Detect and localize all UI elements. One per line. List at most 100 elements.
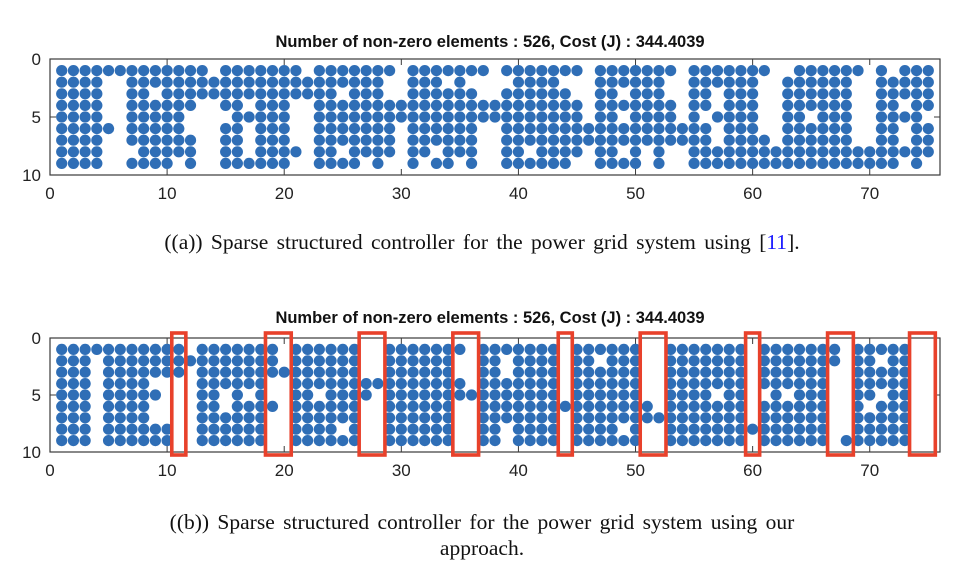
plot-b-nonzero-point <box>161 435 173 447</box>
plot-b-nonzero-point <box>899 378 911 390</box>
plot-b-nonzero-point <box>395 435 407 447</box>
plot-a-nonzero-point <box>442 123 454 135</box>
plot-a-nonzero-point <box>875 76 888 88</box>
plot-b-nonzero-point <box>196 389 208 401</box>
plot-a-nonzero-point <box>547 65 560 77</box>
plot-b-nonzero-point <box>325 400 337 412</box>
plot-b-nonzero-point <box>805 400 817 412</box>
plot-b-nonzero-point <box>852 435 864 447</box>
plot-b-nonzero-point <box>419 378 431 390</box>
plot-a-nonzero-point <box>512 134 525 146</box>
plot-a-nonzero-point <box>266 76 279 88</box>
citation-link[interactable]: 11 <box>766 230 788 254</box>
plot-b-nonzero-point <box>676 355 688 367</box>
plot-b-nonzero-point <box>395 389 407 401</box>
plot-a-nonzero-point <box>501 99 513 111</box>
plot-b-nonzero-point <box>419 423 431 435</box>
plot-b-nonzero-point <box>571 400 583 412</box>
plot-a-nonzero-point <box>348 123 361 135</box>
plot-b-nonzero-point <box>501 378 513 390</box>
plot-b-nonzero-point <box>138 423 150 435</box>
plot-b-nonzero-point <box>489 435 501 447</box>
plot-b-nonzero-point <box>875 412 888 424</box>
plot-b-nonzero-point <box>430 343 443 355</box>
plot-a-nonzero-point <box>782 76 794 88</box>
plot-a-nonzero-point <box>266 88 279 100</box>
plot-b-nonzero-point <box>126 435 138 447</box>
plot-b-nonzero-point <box>477 423 489 435</box>
plot-b-nonzero-point <box>313 412 325 424</box>
plot-b-nonzero-point <box>325 423 337 435</box>
plot-a-nonzero-point <box>325 134 337 146</box>
plot-a-nonzero-point <box>782 99 794 111</box>
plot-b-nonzero-point <box>700 366 712 378</box>
plot-b-nonzero-point <box>489 389 501 401</box>
plot-b-nonzero-point <box>676 400 688 412</box>
plot-a-nonzero-point <box>126 99 138 111</box>
plot-a-nonzero-point <box>372 134 384 146</box>
plot-b-nonzero-point <box>430 355 443 367</box>
plot-b-nonzero-point <box>255 400 267 412</box>
plot-b-nonzero-point <box>782 378 794 390</box>
plot-a-nonzero-point <box>899 146 911 158</box>
plot-b-nonzero-point <box>208 435 220 447</box>
plot-a-nonzero-point <box>325 76 337 88</box>
plot-b-nonzero-point <box>875 343 888 355</box>
plot-b-nonzero-point <box>348 412 361 424</box>
plot-b-nonzero-point <box>875 378 888 390</box>
plot-b-nonzero-point <box>407 423 419 435</box>
plot-a-nonzero-point <box>700 146 712 158</box>
plot-b-nonzero-point <box>67 378 80 390</box>
plot-b-nonzero-point <box>735 366 747 378</box>
plot-a-nonzero-point <box>278 123 290 135</box>
plot-a-nonzero-point <box>747 146 759 158</box>
plot-b-nonzero-point <box>594 366 606 378</box>
plot-b-nonzero-point <box>700 343 712 355</box>
plot-a-nonzero-point <box>419 88 431 100</box>
plot-a-xtick-label: 50 <box>626 184 645 203</box>
plot-a-nonzero-point <box>173 146 185 158</box>
plot-a-nonzero-point <box>278 146 290 158</box>
plot-a-nonzero-point <box>910 99 923 111</box>
plot-a-nonzero-point <box>606 99 618 111</box>
plot-a-nonzero-point <box>571 123 583 135</box>
plot-b-nonzero-point <box>290 412 302 424</box>
plot-a-nonzero-point <box>442 99 454 111</box>
plot-b-nonzero-point <box>723 389 735 401</box>
plot-b-nonzero-point <box>629 378 642 390</box>
plot-b-nonzero-point <box>583 400 595 412</box>
plot-a-nonzero-point <box>735 146 747 158</box>
plot-b-nonzero-point <box>102 400 115 412</box>
plot-b-nonzero-point <box>688 355 700 367</box>
plot-a-nonzero-point <box>747 134 759 146</box>
plot-a-nonzero-point <box>313 88 325 100</box>
plot-b-nonzero-point <box>161 355 173 367</box>
plot-b-nonzero-point <box>149 435 161 447</box>
plot-b-nonzero-point <box>864 378 876 390</box>
plot-b-nonzero-point <box>700 400 712 412</box>
plot-a-nonzero-point <box>266 146 279 158</box>
plot-a-nonzero-point <box>770 146 782 158</box>
plot-a-nonzero-point <box>255 123 267 135</box>
plot-a-nonzero-point <box>407 134 419 146</box>
plot-a-nonzero-point <box>629 99 642 111</box>
plot-b-nonzero-point <box>711 355 724 367</box>
plot-b-nonzero-point <box>793 412 806 424</box>
plot-a-nonzero-point <box>770 157 782 169</box>
plot-b-nonzero-point <box>711 435 724 447</box>
plot-b-nonzero-point <box>337 412 349 424</box>
plot-b-nonzero-point <box>723 423 735 435</box>
plot-a-nonzero-point <box>735 134 747 146</box>
plot-a-nonzero-point <box>173 88 185 100</box>
plot-a-nonzero-point <box>618 123 630 135</box>
plot-a-nonzero-point <box>723 134 735 146</box>
plot-a-nonzero-point <box>325 146 337 158</box>
plot-b-nonzero-point <box>676 412 688 424</box>
plot-b-nonzero-point <box>395 412 407 424</box>
plot-a-nonzero-point <box>688 146 700 158</box>
plot-b-nonzero-point <box>770 389 782 401</box>
plot-a-nonzero-point <box>735 99 747 111</box>
plot-b-nonzero-point <box>618 355 630 367</box>
plot-b-nonzero-point <box>430 435 443 447</box>
plot-b-nonzero-point <box>723 343 735 355</box>
